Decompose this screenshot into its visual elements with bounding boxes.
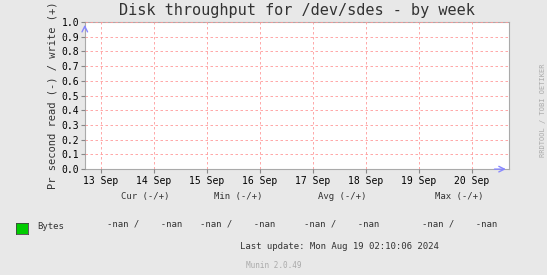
Text: Last update: Mon Aug 19 02:10:06 2024: Last update: Mon Aug 19 02:10:06 2024 bbox=[240, 242, 439, 251]
Y-axis label: Pr second read (-) / write (+): Pr second read (-) / write (+) bbox=[48, 2, 57, 189]
Text: Munin 2.0.49: Munin 2.0.49 bbox=[246, 261, 301, 270]
Text: -nan /    -nan: -nan / -nan bbox=[107, 220, 183, 229]
Text: Max (-/+): Max (-/+) bbox=[435, 192, 484, 201]
Text: Cur (-/+): Cur (-/+) bbox=[121, 192, 169, 201]
Text: Bytes: Bytes bbox=[37, 222, 64, 231]
Text: -nan /    -nan: -nan / -nan bbox=[422, 220, 497, 229]
Title: Disk throughput for /dev/sdes - by week: Disk throughput for /dev/sdes - by week bbox=[119, 3, 475, 18]
Text: RRDTOOL / TOBI OETIKER: RRDTOOL / TOBI OETIKER bbox=[540, 63, 546, 157]
Text: Avg (-/+): Avg (-/+) bbox=[318, 192, 366, 201]
Text: -nan /    -nan: -nan / -nan bbox=[200, 220, 276, 229]
Text: -nan /    -nan: -nan / -nan bbox=[304, 220, 380, 229]
Text: Min (-/+): Min (-/+) bbox=[214, 192, 262, 201]
